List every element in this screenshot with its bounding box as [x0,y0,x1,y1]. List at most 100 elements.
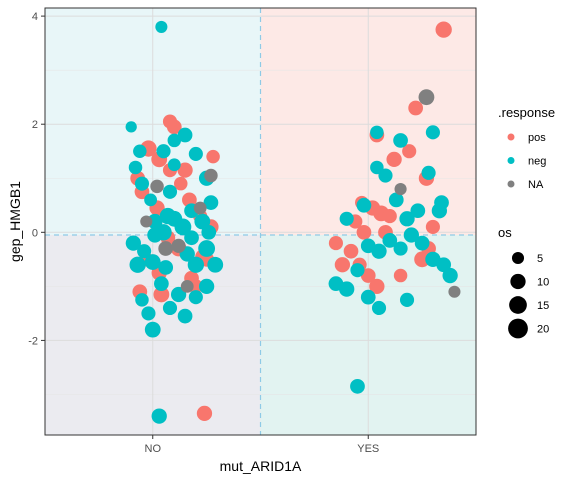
legend-label-pos: pos [528,132,546,144]
legend-label-na: NA [528,179,544,191]
data-point-neg [360,289,376,305]
data-point-neg [128,160,143,175]
data-point-pos [177,162,193,178]
data-point-neg [141,306,156,321]
data-point-neg [144,254,161,270]
data-point-na [180,279,194,293]
data-point-neg [382,233,398,248]
data-point-neg [399,211,415,227]
data-point-neg [339,211,354,226]
data-point-na [394,183,407,196]
y-axis-ticks: -2 0 2 4 [28,11,45,347]
data-point-na [158,241,174,256]
data-point-neg [370,125,384,140]
data-point-neg [137,244,152,259]
data-point-na [204,168,218,183]
data-point-neg [177,308,193,324]
legend-title-os: os [498,225,512,240]
data-point-neg [393,241,408,256]
data-point-neg [162,300,178,316]
legend-size-label: 5 [537,253,543,265]
legend-size-key [511,251,525,265]
data-point-pos [174,176,188,191]
data-point-na [140,215,153,228]
legend-size-label: 15 [537,300,549,312]
data-point-pos [334,257,351,273]
data-point-pos [369,278,385,294]
data-point-neg [207,256,224,273]
data-point-neg [442,267,458,284]
data-point-na [193,201,207,215]
data-point-neg [356,197,372,213]
data-point-pos [382,209,397,224]
data-point-neg [421,165,436,180]
legend-key-neg [507,157,515,164]
data-point-pos [196,405,213,422]
data-point-neg [187,256,205,273]
data-point-neg [371,300,387,316]
data-point-neg [162,184,178,199]
data-point-neg [434,195,449,210]
data-point-neg [134,176,150,191]
x-tick-label: NO [145,443,162,455]
data-point-neg [350,263,365,278]
y-tick-label: 2 [32,119,38,131]
data-point-pos [328,236,343,251]
y-tick-label: -2 [28,335,38,347]
data-point-neg [203,195,219,210]
data-point-neg [198,240,216,257]
data-point-neg [350,378,365,394]
data-point-neg [436,257,452,273]
legend: .response pos neg NA os 5 10 15 20 [498,105,555,339]
data-point-neg [188,146,203,162]
data-point-neg [155,20,168,33]
reference-lines [45,8,476,435]
data-point-pos [393,268,408,283]
x-axis-title: mut_ARID1A [220,458,302,474]
legend-size-label: 20 [537,324,549,336]
legend-key-pos [507,133,515,141]
data-point-neg [410,203,426,219]
data-point-na [150,179,164,194]
data-point-neg [174,218,192,236]
data-point-neg [339,281,355,297]
data-point-neg [399,292,415,307]
data-point-pos [386,151,402,167]
data-point-neg [125,235,141,251]
data-point-neg [198,278,215,294]
data-point-pos [162,114,178,129]
data-point-neg [167,133,182,148]
data-point-neg [135,293,149,307]
data-point-pos [343,243,359,259]
panel-border [44,7,477,436]
data-point-pos [153,286,170,303]
data-point-neg [188,290,203,305]
data-point-pos [425,219,440,234]
data-point-neg [125,121,137,133]
data-point-pos [206,149,220,164]
x-axis-ticks: NO YES [145,435,379,455]
y-tick-label: 0 [32,227,38,239]
data-point-neg [201,224,217,240]
data-point-neg [156,144,171,159]
y-tick-label: 4 [32,11,38,23]
data-point-neg [133,144,147,158]
data-point-neg [144,321,161,338]
data-point-neg [154,276,169,292]
data-point-neg [414,235,430,251]
legend-size-label: 10 [537,277,549,289]
legend-size-key [509,296,527,314]
data-point-neg [167,158,181,172]
data-point-neg [403,227,419,243]
data-point-neg [184,230,199,246]
data-point-pos [435,21,452,38]
data-point-neg [393,133,408,148]
x-tick-label: YES [357,443,379,455]
legend-label-neg: neg [528,156,546,168]
data-point-na [448,285,461,298]
data-point-neg [371,243,387,259]
legend-title-response: .response [498,105,555,120]
data-point-neg [158,260,174,275]
data-point-na [171,238,186,253]
